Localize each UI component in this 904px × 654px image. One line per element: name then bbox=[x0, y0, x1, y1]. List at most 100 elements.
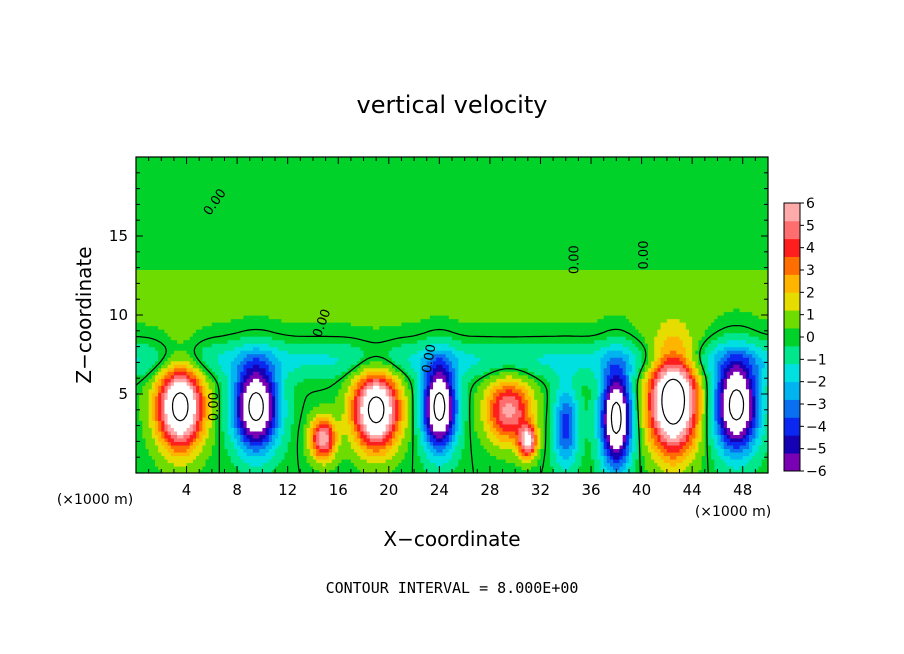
heatmap-cell bbox=[196, 409, 200, 414]
heatmap-cell bbox=[148, 437, 153, 442]
heatmap-cell bbox=[761, 430, 766, 435]
heatmap-cell bbox=[496, 430, 500, 435]
heatmap-cell bbox=[717, 420, 722, 425]
heatmap-cell bbox=[673, 437, 677, 442]
heatmap-cell bbox=[218, 465, 222, 471]
heatmap-cell bbox=[613, 420, 617, 425]
heatmap-cell bbox=[398, 458, 403, 464]
heatmap-cell bbox=[628, 441, 633, 446]
heatmap-cell bbox=[199, 416, 203, 421]
heatmap-cell bbox=[568, 385, 573, 390]
heatmap-cell bbox=[448, 458, 453, 464]
heatmap-cell bbox=[142, 402, 147, 407]
heatmap-cell bbox=[553, 395, 557, 400]
heatmap-cell bbox=[613, 455, 617, 460]
heatmap-cell bbox=[294, 413, 298, 418]
heatmap-cell bbox=[714, 434, 719, 439]
heatmap-cell bbox=[265, 427, 270, 432]
heatmap-cell bbox=[268, 462, 273, 467]
heatmap-cell bbox=[493, 444, 497, 450]
heatmap-cell bbox=[761, 413, 766, 418]
heatmap-cell bbox=[366, 441, 371, 446]
heatmap-cell bbox=[271, 416, 276, 421]
heatmap-cell bbox=[673, 434, 677, 439]
heatmap-cell bbox=[297, 406, 301, 411]
heatmap-cell bbox=[303, 458, 308, 464]
heatmap-cell bbox=[515, 448, 519, 453]
heatmap-cell bbox=[287, 437, 292, 442]
heatmap-cell bbox=[414, 406, 418, 411]
heatmap-cell bbox=[401, 462, 406, 467]
heatmap-cell bbox=[306, 455, 311, 460]
heatmap-cell bbox=[549, 465, 554, 471]
heatmap-cell bbox=[423, 451, 428, 457]
heatmap-cell bbox=[142, 413, 147, 418]
heatmap-cell bbox=[151, 392, 156, 397]
heatmap-cell bbox=[742, 385, 747, 390]
heatmap-cell bbox=[575, 430, 579, 435]
heatmap-cell bbox=[218, 413, 222, 418]
heatmap-cell bbox=[192, 437, 197, 442]
heatmap-cell bbox=[745, 444, 750, 450]
heatmap-cell bbox=[518, 448, 523, 453]
heatmap-cell bbox=[218, 395, 222, 400]
heatmap-cell bbox=[278, 444, 282, 450]
heatmap-cell bbox=[660, 434, 665, 439]
heatmap-cell bbox=[572, 427, 576, 432]
heatmap-cell bbox=[736, 441, 741, 446]
heatmap-cell bbox=[319, 469, 324, 473]
heatmap-cell bbox=[426, 444, 431, 450]
heatmap-cell bbox=[676, 406, 681, 411]
heatmap-cell bbox=[663, 413, 668, 418]
heatmap-cell bbox=[486, 392, 491, 397]
heatmap-cell bbox=[625, 416, 630, 421]
heatmap-cell bbox=[537, 441, 542, 446]
heatmap-cell bbox=[259, 392, 263, 397]
heatmap-cell bbox=[341, 469, 346, 473]
heatmap-cell bbox=[720, 406, 725, 411]
heatmap-cell bbox=[474, 385, 478, 390]
heatmap-cell bbox=[271, 406, 276, 411]
heatmap-cell bbox=[610, 437, 614, 442]
heatmap-cell bbox=[518, 420, 523, 425]
heatmap-cell bbox=[177, 385, 181, 390]
heatmap-cell bbox=[685, 399, 690, 404]
heatmap-cell bbox=[647, 455, 652, 460]
heatmap-cell bbox=[154, 388, 159, 393]
heatmap-cell bbox=[758, 462, 763, 467]
heatmap-cell bbox=[366, 458, 371, 464]
heatmap-cell bbox=[641, 455, 646, 460]
heatmap-cell bbox=[764, 413, 768, 418]
heatmap-cell bbox=[496, 462, 500, 467]
heatmap-cell bbox=[445, 416, 450, 421]
heatmap-cell bbox=[281, 427, 286, 432]
heatmap-cell bbox=[730, 430, 734, 435]
heatmap-cell bbox=[158, 409, 162, 414]
heatmap-cell bbox=[764, 441, 768, 446]
heatmap-cell bbox=[350, 448, 355, 453]
heatmap-cell bbox=[689, 423, 693, 428]
heatmap-cell bbox=[679, 455, 684, 460]
heatmap-cell bbox=[275, 462, 279, 467]
heatmap-cell bbox=[641, 416, 646, 421]
heatmap-cell bbox=[698, 458, 703, 464]
heatmap-cell bbox=[597, 427, 602, 432]
heatmap-cell bbox=[726, 469, 731, 473]
heatmap-cell bbox=[521, 420, 526, 425]
heatmap-cell bbox=[189, 465, 194, 471]
heatmap-cell bbox=[559, 385, 564, 390]
heatmap-cell bbox=[139, 406, 143, 411]
heatmap-cell bbox=[136, 458, 140, 464]
heatmap-cell bbox=[158, 434, 162, 439]
heatmap-cell bbox=[379, 427, 384, 432]
heatmap-cell bbox=[521, 385, 526, 390]
heatmap-cell bbox=[192, 458, 197, 464]
heatmap-cell bbox=[151, 469, 156, 473]
heatmap-cell bbox=[736, 406, 741, 411]
heatmap-cell bbox=[610, 465, 614, 471]
heatmap-cell bbox=[395, 430, 399, 435]
heatmap-cell bbox=[161, 413, 166, 418]
heatmap-cell bbox=[331, 392, 336, 397]
heatmap-cell bbox=[139, 458, 143, 464]
heatmap-cell bbox=[559, 434, 564, 439]
